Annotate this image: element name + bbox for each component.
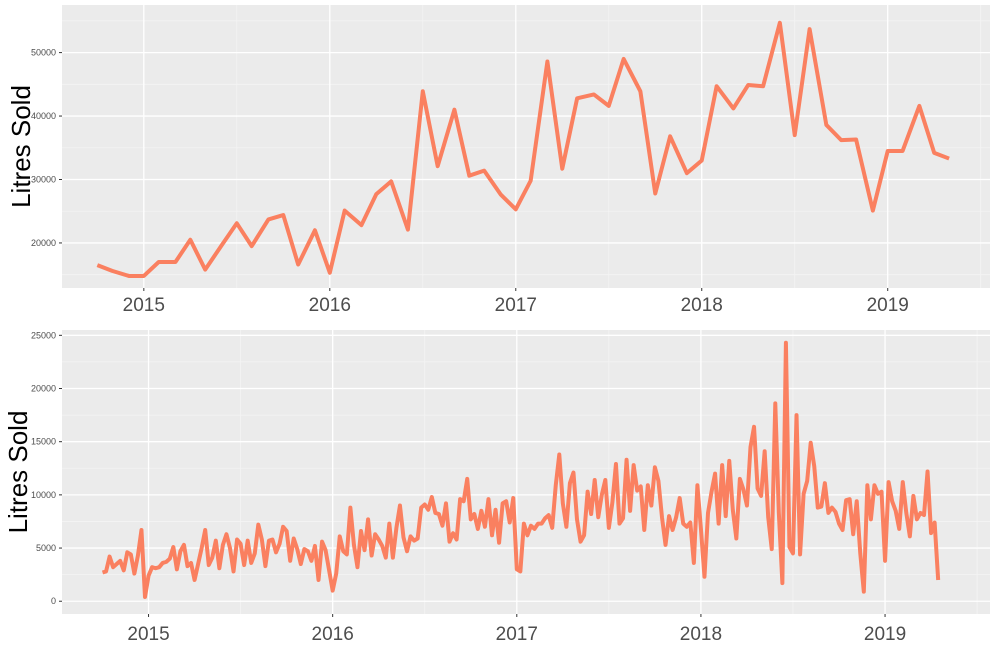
weekly-panel-background [62,330,990,614]
monthly-series-line [96,20,950,278]
weekly-x-tick-label: 2017 [496,624,538,645]
monthly-litres-chart: 20000 30000 40000 50000 2015 2016 2017 2018 2019… [6,5,990,316]
weekly-y-tick-label: 20000 [31,384,56,394]
weekly-x-tick-label: 2019 [864,624,906,645]
monthly-y-tick-label: 50000 [31,48,56,58]
weekly-x-tick-label: 2016 [312,624,354,645]
monthly-y-tick-label: 30000 [31,174,56,184]
monthly-x-tick-label: 2018 [681,295,723,316]
monthly-x-tick-label: 2016 [309,295,351,316]
monthly-y-axis-label: Litres Sold [6,85,36,208]
weekly-x-tick-label: 2015 [127,624,169,645]
weekly-y-axis-label: Litres Sold [3,411,33,534]
monthly-x-tick-label: 2017 [495,295,537,316]
weekly-y-tick-label: 0 [51,596,56,606]
monthly-panel-background [62,5,990,288]
weekly-x-tick-label: 2018 [680,624,722,645]
weekly-y-tick-label: 15000 [31,437,56,447]
weekly-y-tick-label: 25000 [31,330,56,340]
monthly-y-tick-label: 20000 [31,238,56,248]
weekly-y-tick-label: 10000 [31,490,56,500]
monthly-y-tick-label: 40000 [31,111,56,121]
monthly-x-tick-label: 2019 [867,295,909,316]
weekly-series-line [101,340,941,599]
monthly-x-tick-label: 2015 [123,295,165,316]
weekly-litres-chart: 0 5000 10000 15000 20000 25000 2015 2016 2017 201… [3,330,990,645]
weekly-y-tick-label: 5000 [36,543,56,553]
